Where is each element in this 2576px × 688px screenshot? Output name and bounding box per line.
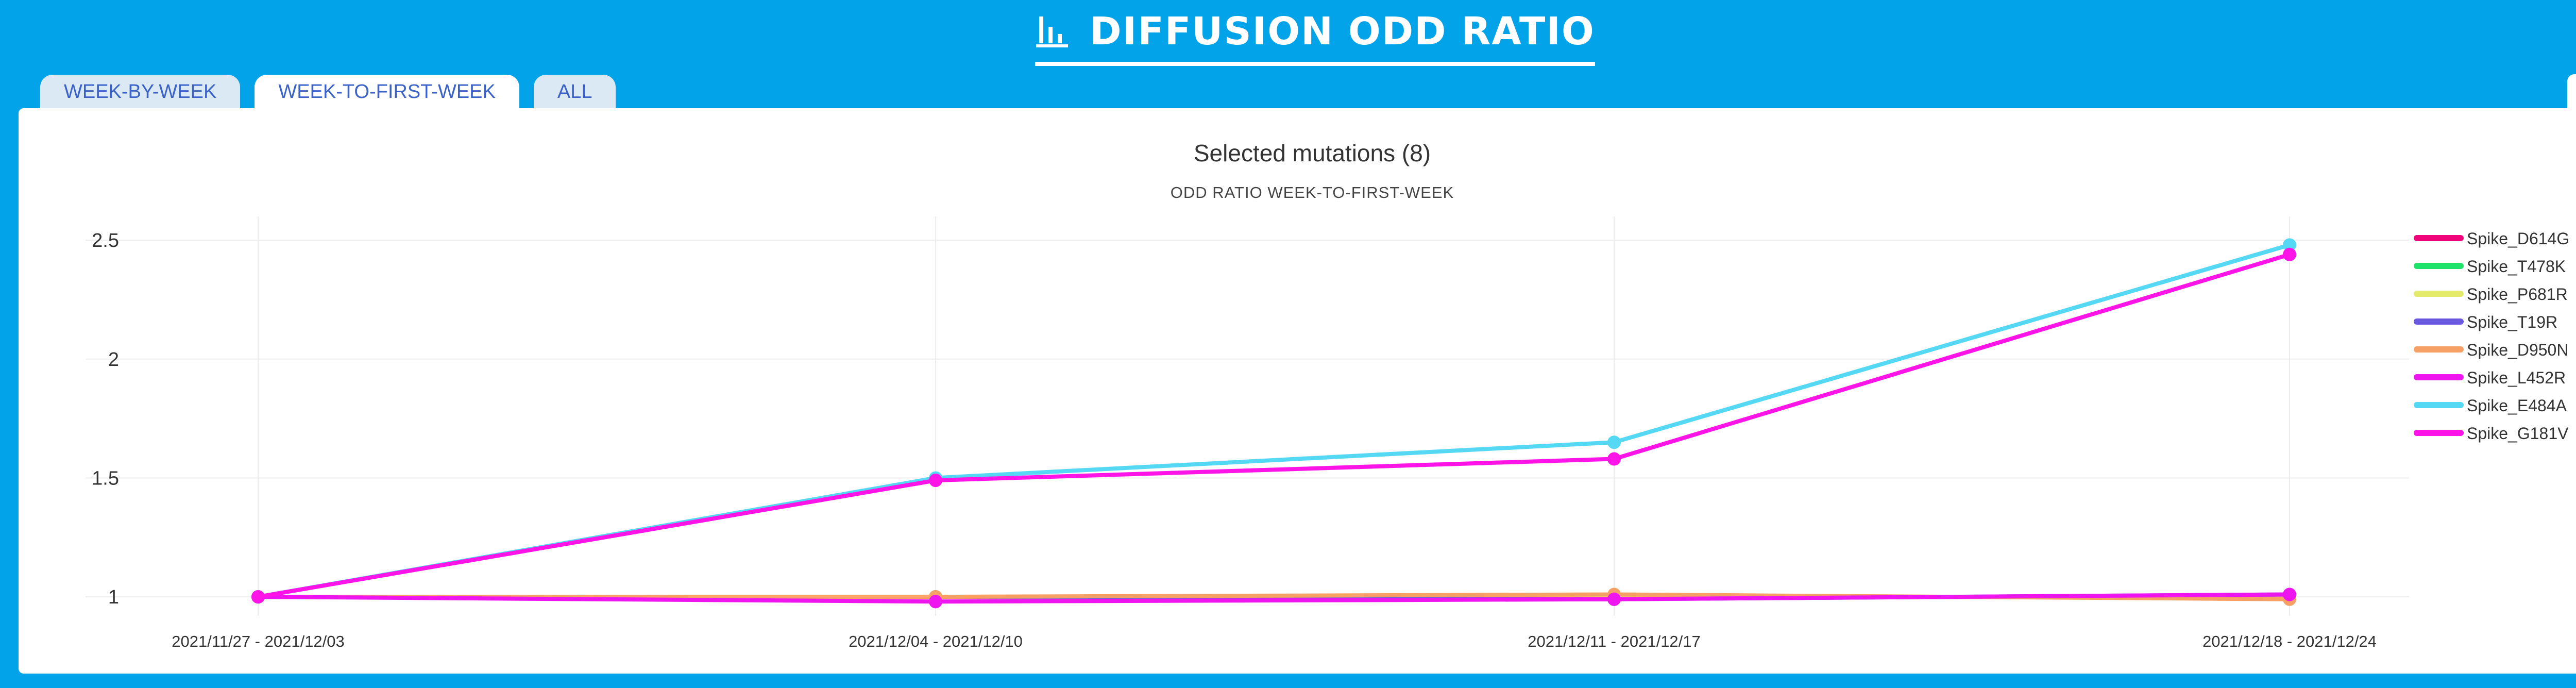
data-point-Spike_L452R <box>929 595 942 609</box>
legend-label-Spike_D950N: Spike_D950N <box>2467 341 2568 359</box>
tab-all[interactable]: ALL <box>533 75 616 109</box>
data-point-Spike_G181V <box>1607 452 1621 466</box>
data-point-Spike_G181V <box>929 474 942 488</box>
legend-label-Spike_P681R: Spike_P681R <box>2467 285 2568 304</box>
legend-label-Spike_G181V: Spike_G181V <box>2467 424 2569 443</box>
data-point-Spike_E484A <box>1607 435 1621 449</box>
x-tick-label: 2021/12/18 - 2021/12/24 <box>2202 632 2377 650</box>
data-point-Spike_G181V <box>251 590 265 604</box>
bar-chart-icon <box>1036 16 1069 47</box>
legend-label-Spike_L452R: Spike_L452R <box>2467 368 2566 387</box>
collapse-button[interactable] <box>2567 74 2576 108</box>
x-tick-label: 2021/12/11 - 2021/12/17 <box>1528 632 1701 650</box>
x-tick-label: 2021/11/27 - 2021/12/03 <box>172 632 345 650</box>
y-tick-label: 1 <box>108 586 119 608</box>
legend-label-Spike_T19R: Spike_T19R <box>2467 313 2557 331</box>
tab-week-by-week[interactable]: WEEK-BY-WEEK <box>40 75 241 109</box>
series-line-Spike_L452R <box>256 592 2292 604</box>
data-point-Spike_L452R <box>1607 592 1621 606</box>
y-tick-label: 1.5 <box>92 467 119 489</box>
tab-week-to-first-week[interactable]: WEEK-TO-FIRST-WEEK <box>255 75 519 109</box>
chart-panel: Selected mutations (8) ODD RATIO WEEK-TO… <box>19 108 2576 674</box>
y-tick-label: 2.5 <box>92 230 119 251</box>
legend-label-Spike_E484A: Spike_E484A <box>2467 396 2567 415</box>
page-title-text: DIFFUSION ODD RATIO <box>1090 9 1595 54</box>
series-line-Spike_G181V <box>256 252 2292 599</box>
chart-title: Selected mutations (8) <box>1193 140 1431 166</box>
header: DIFFUSION ODD RATIO <box>0 0 2576 72</box>
data-point-Spike_E484A <box>2283 238 2296 252</box>
chart-subtitle: ODD RATIO WEEK-TO-FIRST-WEEK <box>1170 183 1454 202</box>
line-chart: 2.5 2 1.5 1 2021/11/27 - 2021/12/03 2021/12/0… <box>86 216 2569 650</box>
tab-bar: WEEK-BY-WEEK WEEK-TO-FIRST-WEEK ALL <box>40 75 616 109</box>
y-tick-label: 2 <box>108 349 119 371</box>
x-tick-label: 2021/12/04 - 2021/12/10 <box>849 632 1023 650</box>
page-title: DIFFUSION ODD RATIO <box>1035 9 1595 66</box>
data-point-Spike_G181V <box>2283 247 2296 261</box>
legend-label-Spike_T478K: Spike_T478K <box>2467 257 2566 276</box>
legend-label-Spike_D614G: Spike_D614G <box>2467 229 2569 248</box>
data-point-Spike_L452R <box>2283 588 2296 601</box>
